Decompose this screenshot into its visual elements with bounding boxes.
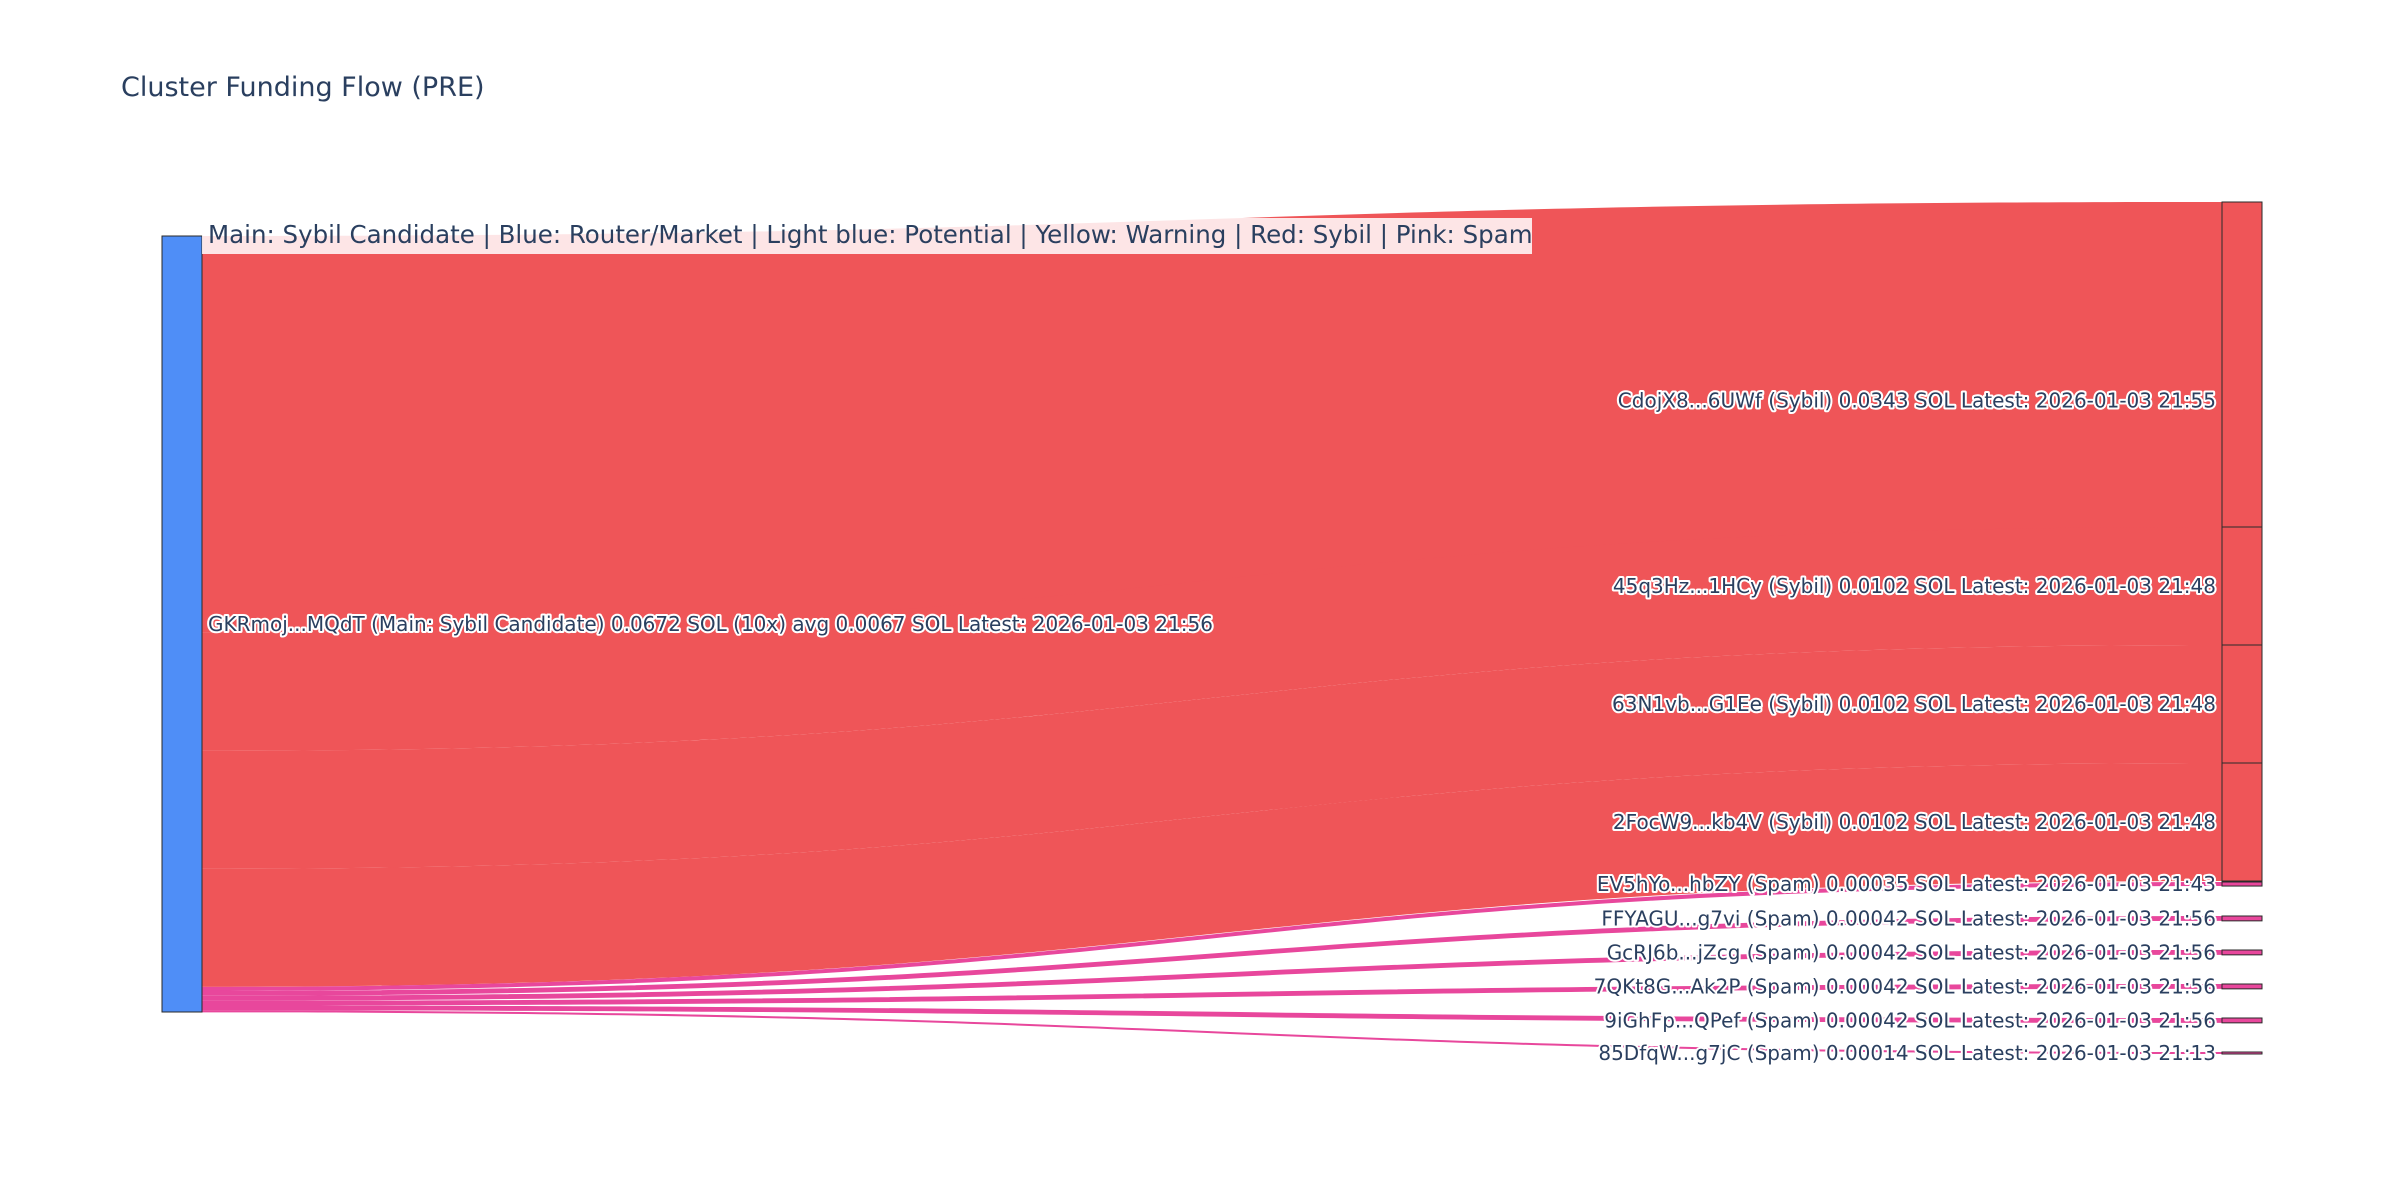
flow-link-FFYAGU...g7vi[interactable]	[202, 916, 2222, 996]
target-node-label-7QKt8G...Ak2P: 7QKt8G...Ak2P (Spam) 0.00042 SOL Latest:…	[1594, 974, 2216, 998]
target-node-label-EV5hYo...hbZY: EV5hYo...hbZY (Spam) 0.00035 SOL Latest:…	[1597, 872, 2216, 896]
flow-link-EV5hYo...hbZY[interactable]	[202, 882, 2222, 991]
sankey-labels: GKRmoj...MQdT (Main: Sybil Candidate) 0.…	[206, 386, 2218, 1067]
target-node-9iGhFp...QPef[interactable]	[2221, 1017, 2263, 1024]
flow-link-63N1vb...G1Ee[interactable]	[202, 645, 2222, 869]
target-node-45q3Hz...1HCy[interactable]	[2221, 526, 2263, 646]
target-node-label-9iGhFp...QPef: 9iGhFp...QPef (Spam) 0.00042 SOL Latest:…	[1604, 1008, 2216, 1032]
target-node-label-GcRJ6b...jZcg: GcRJ6b...jZcg (Spam) 0.00042 SOL Latest:…	[1607, 940, 2216, 964]
target-node-label-85DfqW...g7jC: 85DfqW...g7jC (Spam) 0.00014 SOL Latest:…	[1598, 1041, 2216, 1065]
flow-link-9iGhFp...QPef[interactable]	[202, 1005, 2222, 1023]
sankey-links	[202, 202, 2222, 1054]
legend-note: Main: Sybil Candidate | Blue: Router/Mar…	[208, 220, 1533, 249]
target-node-GcRJ6b...jZcg[interactable]	[2221, 949, 2263, 956]
flow-link-7QKt8G...Ak2P[interactable]	[202, 984, 2222, 1006]
flow-link-2FocW9...kb4V[interactable]	[202, 763, 2222, 987]
target-node-FFYAGU...g7vi[interactable]	[2221, 915, 2263, 922]
target-node-7QKt8G...Ak2P[interactable]	[2221, 983, 2263, 990]
source-node[interactable]	[161, 235, 203, 1013]
flow-link-GcRJ6b...jZcg[interactable]	[202, 950, 2222, 1001]
target-node-EV5hYo...hbZY[interactable]	[2221, 881, 2263, 887]
target-node-85DfqW...g7jC[interactable]	[2221, 1051, 2263, 1055]
chart-title: Cluster Funding Flow (PRE)	[121, 72, 485, 103]
flow-link-85DfqW...g7jC[interactable]	[202, 1010, 2222, 1054]
target-node-label-63N1vb...G1Ee: 63N1vb...G1Ee (Sybil) 0.0102 SOL Latest:…	[1612, 692, 2216, 716]
target-node-label-FFYAGU...g7vi: FFYAGU...g7vi (Spam) 0.00042 SOL Latest:…	[1601, 906, 2216, 930]
target-node-label-45q3Hz...1HCy: 45q3Hz...1HCy (Sybil) 0.0102 SOL Latest:…	[1613, 574, 2216, 598]
flow-link-45q3Hz...1HCy[interactable]	[202, 527, 2222, 751]
flow-link-CdojX8...6UWf[interactable]	[202, 202, 2222, 633]
legend-background	[202, 218, 1532, 254]
target-node-2FocW9...kb4V[interactable]	[2221, 762, 2263, 882]
target-node-label-2FocW9...kb4V: 2FocW9...kb4V (Sybil) 0.0102 SOL Latest:…	[1613, 810, 2216, 834]
target-node-63N1vb...G1Ee[interactable]	[2221, 644, 2263, 764]
source-node-label: GKRmoj...MQdT (Main: Sybil Candidate) 0.…	[208, 612, 1213, 636]
sankey-nodes	[161, 201, 2263, 1055]
target-node-label-CdojX8...6UWf: CdojX8...6UWf (Sybil) 0.0343 SOL Latest:…	[1618, 388, 2216, 412]
